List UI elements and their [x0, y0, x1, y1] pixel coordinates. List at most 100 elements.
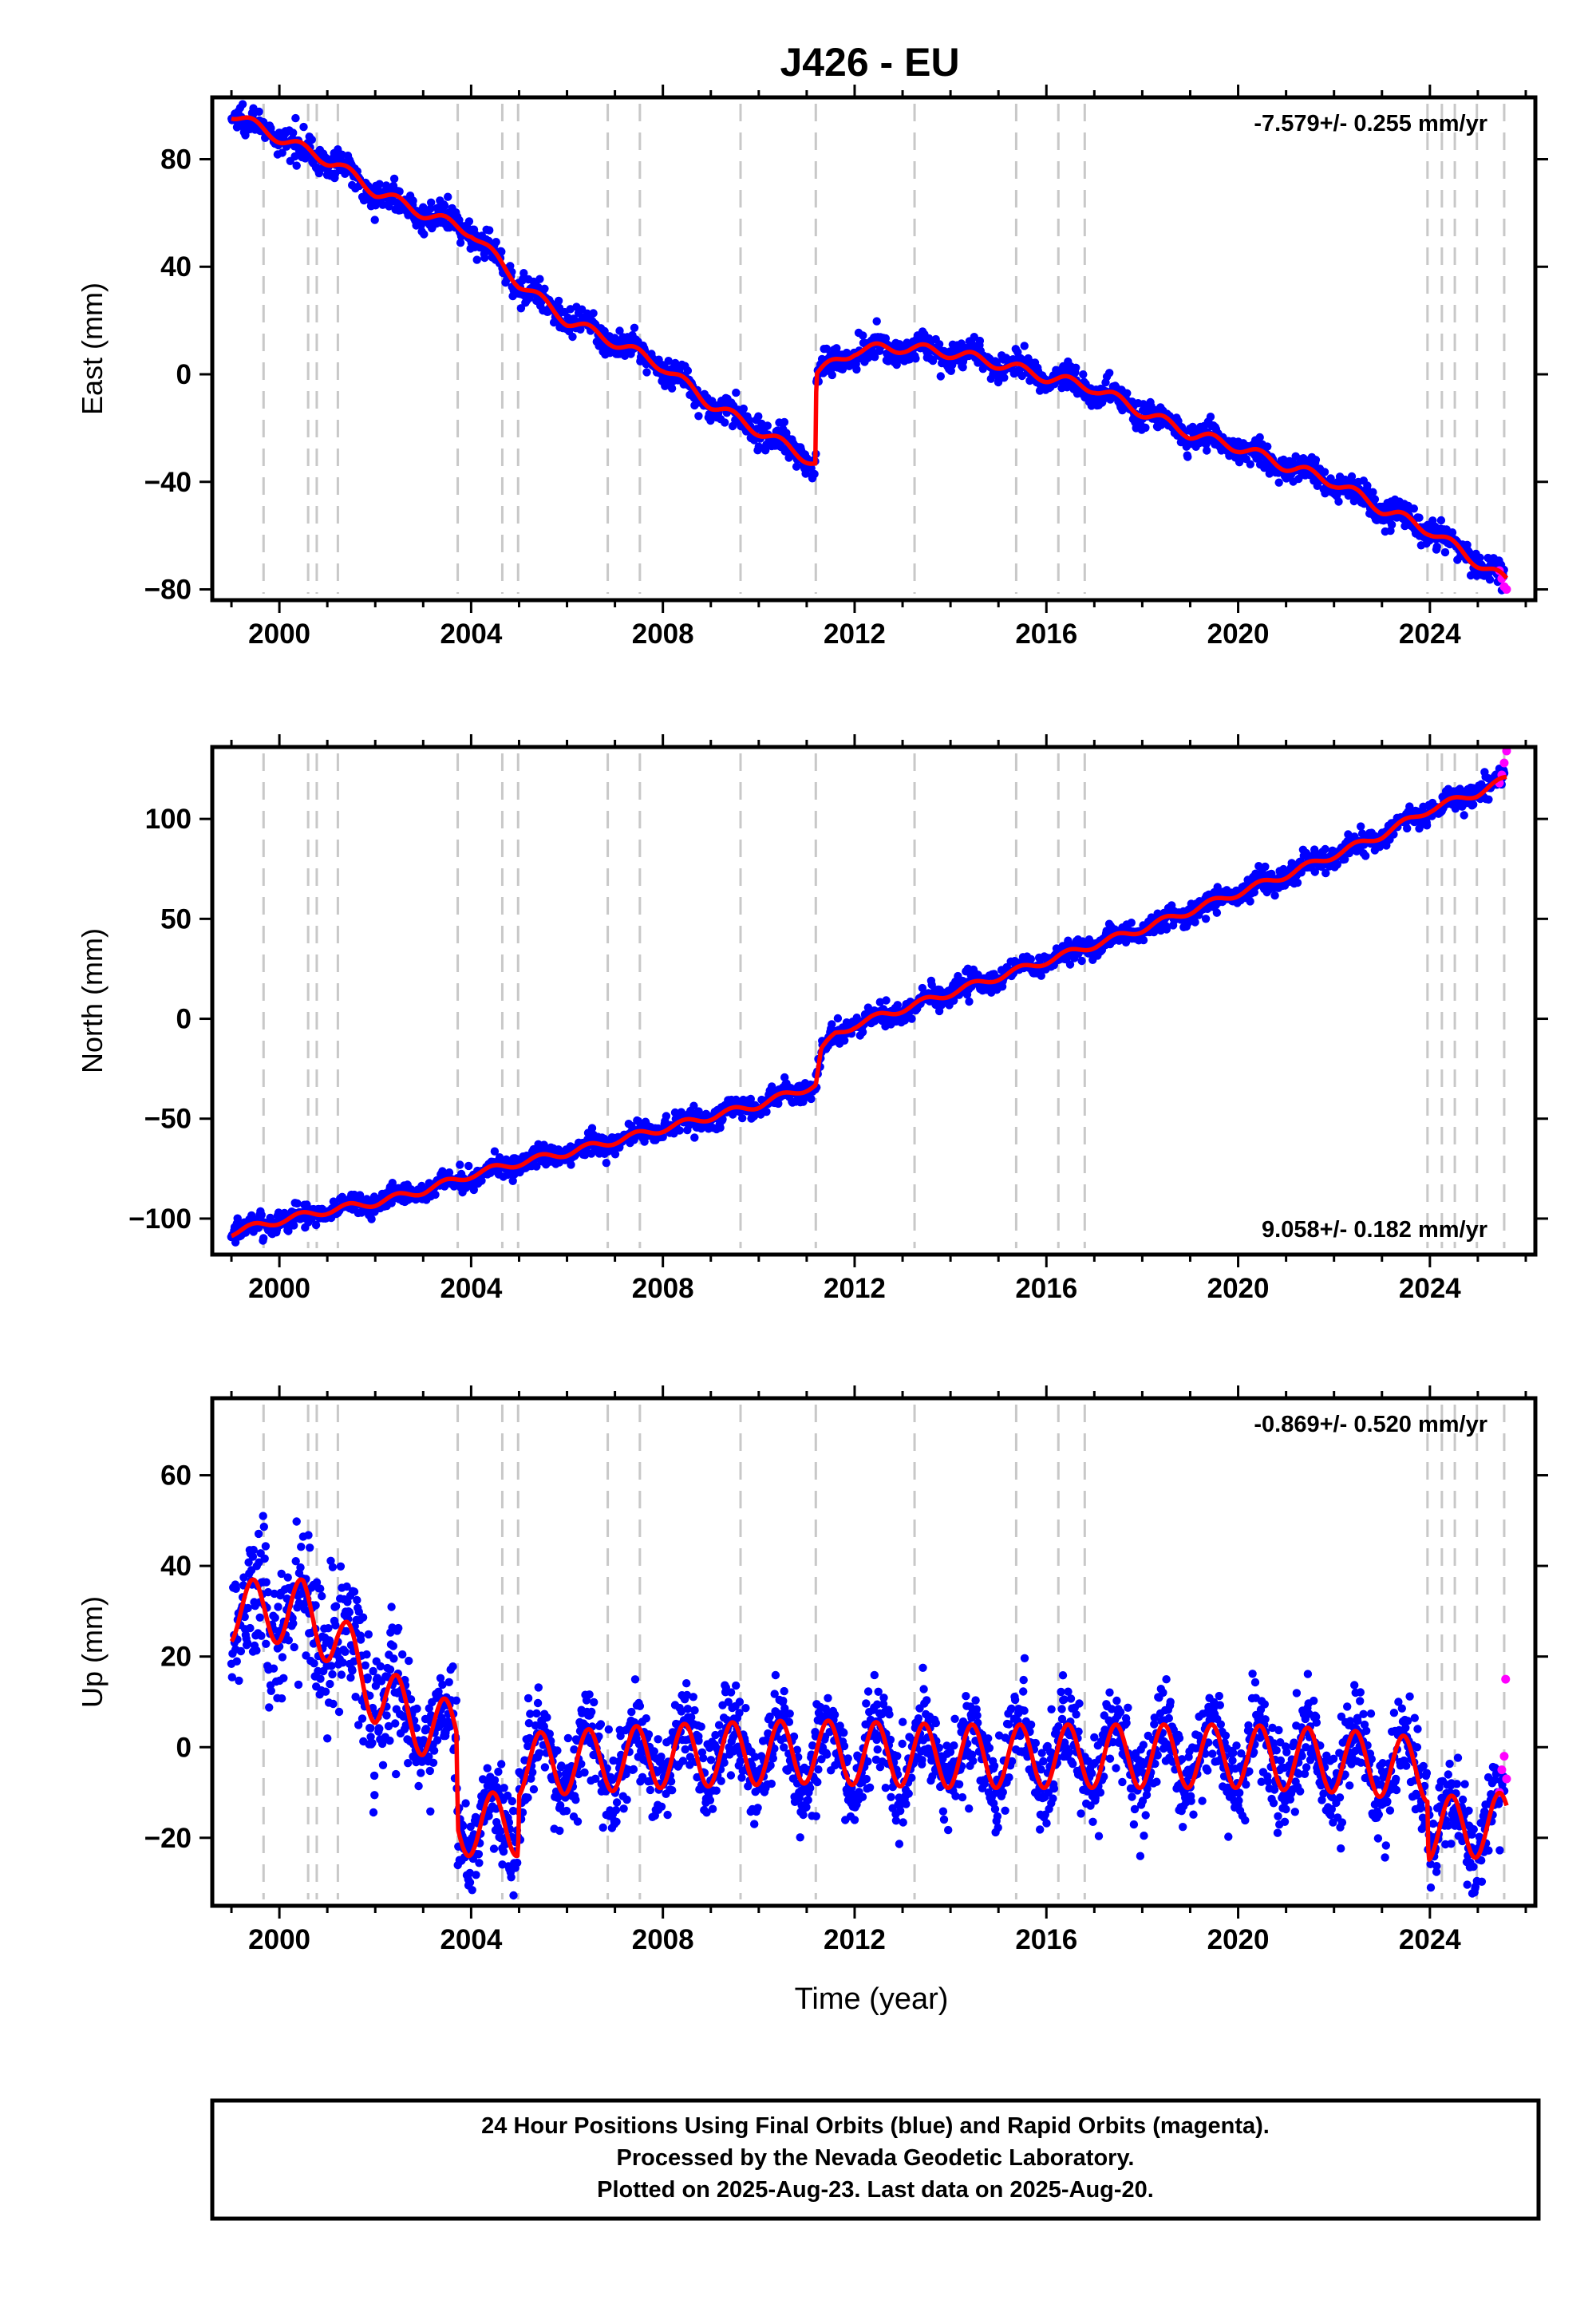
data-point	[872, 317, 881, 326]
data-point	[269, 1664, 279, 1673]
data-point	[763, 421, 772, 430]
data-point	[363, 1673, 372, 1682]
data-point	[289, 1619, 298, 1628]
data-point	[533, 1698, 543, 1708]
data-point	[852, 365, 861, 374]
y-tick-label: 80	[160, 144, 192, 175]
data-point	[590, 1697, 598, 1707]
data-point	[1105, 369, 1114, 377]
data-point	[243, 1638, 252, 1647]
data-point	[255, 107, 263, 117]
data-point	[1460, 811, 1468, 820]
y-axis-label: North (mm)	[76, 928, 109, 1073]
data-point	[1363, 481, 1372, 490]
data-point	[1387, 520, 1396, 529]
data-point	[642, 368, 651, 377]
data-point	[338, 1658, 347, 1667]
data-point	[267, 1686, 275, 1695]
data-point	[413, 1704, 421, 1713]
data-point	[385, 1665, 395, 1674]
data-point	[508, 1796, 516, 1806]
data-point	[483, 1764, 492, 1773]
data-point	[657, 1753, 666, 1761]
data-point	[356, 1635, 365, 1644]
data-point	[654, 1735, 662, 1744]
data-point	[580, 1768, 589, 1777]
data-point	[675, 1126, 684, 1135]
data-point	[358, 1613, 368, 1622]
data-point	[375, 180, 384, 188]
data-point	[1127, 919, 1136, 927]
data-point	[394, 1623, 403, 1633]
data-point	[833, 1014, 843, 1023]
data-point	[429, 1758, 438, 1767]
data-point	[231, 1584, 240, 1594]
data-point	[810, 469, 819, 479]
y-tick-label: 50	[160, 903, 192, 935]
data-point	[535, 275, 544, 283]
data-point	[1415, 513, 1424, 522]
data-point	[1369, 488, 1377, 496]
data-point	[485, 226, 494, 235]
data-point	[1293, 878, 1302, 887]
data-point	[907, 1014, 916, 1023]
data-point	[444, 1678, 453, 1686]
data-point	[387, 1603, 396, 1611]
data-point	[429, 1746, 439, 1755]
data-point	[662, 1112, 671, 1120]
data-point	[235, 1676, 243, 1686]
data-point	[881, 334, 891, 343]
data-point	[604, 1725, 613, 1734]
data-point	[1261, 862, 1270, 871]
data-point	[1020, 342, 1029, 350]
data-point	[499, 1847, 508, 1856]
data-point	[425, 1766, 434, 1776]
data-point	[664, 357, 673, 366]
data-point	[348, 1666, 357, 1675]
data-point	[385, 1736, 394, 1745]
data-point	[358, 1714, 367, 1723]
data-point	[257, 1631, 266, 1640]
data-point	[448, 1662, 457, 1671]
data-point	[370, 1791, 379, 1800]
data-point	[1485, 575, 1495, 584]
data-point	[540, 284, 549, 293]
y-tick-label: 100	[145, 804, 192, 835]
data-point	[1270, 891, 1279, 900]
data-point	[1311, 456, 1321, 464]
data-point	[1183, 453, 1192, 461]
data-point	[375, 1725, 384, 1733]
data-point	[732, 388, 741, 397]
data-point	[420, 230, 429, 239]
data-point	[292, 1517, 301, 1526]
data-point	[754, 412, 763, 421]
data-point	[361, 1661, 369, 1670]
x-tick-label: 2024	[1399, 619, 1461, 650]
data-point	[532, 1709, 541, 1718]
data-point	[668, 1786, 677, 1795]
data-point	[622, 1795, 631, 1804]
data-point	[497, 247, 506, 256]
data-point	[414, 1781, 423, 1791]
data-point	[1263, 442, 1272, 451]
y-tick-label: 0	[176, 1004, 192, 1035]
data-point	[261, 1542, 271, 1551]
data-point	[663, 1810, 672, 1820]
data-point	[318, 1591, 326, 1601]
data-point	[378, 1761, 388, 1769]
data-point	[1246, 897, 1254, 906]
data-point	[1246, 460, 1255, 468]
data-point	[629, 1765, 638, 1774]
data-point	[369, 1771, 379, 1780]
x-tick-label: 2020	[1207, 619, 1270, 650]
data-point	[732, 1681, 741, 1690]
data-point	[589, 309, 598, 318]
data-point	[392, 1769, 401, 1779]
data-point	[346, 1673, 355, 1682]
data-point	[690, 1705, 699, 1715]
data-point	[326, 1679, 334, 1689]
data-point	[523, 1793, 532, 1802]
data-point	[249, 1545, 258, 1555]
north-panel: 2000 2004 2008 2012 2016 2020 2024−100−5005010…	[76, 734, 1548, 1304]
data-point	[278, 148, 286, 157]
